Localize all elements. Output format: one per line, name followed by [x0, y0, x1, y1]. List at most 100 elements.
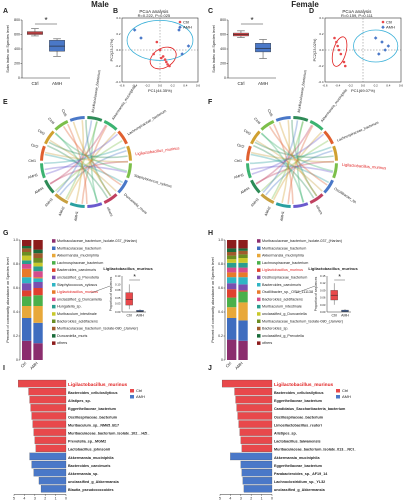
circos-segment: [117, 179, 128, 194]
circos-ribbon: [251, 133, 325, 175]
panel-letter-E: E: [3, 99, 8, 106]
y-axis-label: PC2(23.27%): [110, 38, 114, 62]
point-AMH: [377, 52, 381, 56]
circos-segment: [332, 163, 338, 179]
taxon-label: Ligilactobacillus_murinus: [342, 162, 387, 170]
inset-y-tick: 0.00: [115, 310, 121, 314]
legend-ctrl-swatch: [336, 389, 340, 393]
inset-title: Ligilactobacillus_murinus: [308, 266, 358, 271]
inset-sig-star: *: [338, 274, 341, 281]
stack-segment: [227, 259, 237, 263]
circos-ribbon: [62, 126, 122, 186]
circos-segment: [332, 145, 338, 161]
point-Ctrl: [155, 40, 159, 44]
lda-bar: [38, 477, 67, 485]
group-ellipse: [353, 29, 399, 63]
y-tick-label: -0.2: [115, 64, 121, 68]
stack-segment: [22, 240, 32, 246]
lda-bar: [29, 452, 67, 461]
lda-bar: [29, 396, 67, 404]
category-label: AMH: [258, 81, 268, 86]
circos-ribbon: [255, 160, 335, 185]
circos-ribbon: [85, 119, 112, 197]
legend-label: Muribaculaceae_bacterium_Isolate-037_(Ha…: [57, 239, 137, 243]
y-tick-label: 600: [220, 33, 226, 37]
y-tick-label: 0.6: [218, 286, 223, 290]
bar-label: Bacteroides_cellulosilyticus: [68, 391, 118, 395]
sig-star: *: [44, 16, 47, 25]
circos-segment: [260, 193, 275, 204]
legend-label: Muribaculaceae_bacterium: [57, 246, 101, 250]
y-tick-label: 0: [224, 76, 226, 80]
category-label: AMH: [234, 361, 244, 371]
circos-ribbon: [44, 165, 127, 174]
circos-ribbon: [72, 121, 112, 197]
sample-label: AMH3: [44, 198, 54, 208]
circos-ribbon: [291, 119, 318, 197]
legend-swatch: [257, 304, 261, 309]
inset-y-tick: 0.10: [115, 282, 121, 286]
sample-label: AMH2: [264, 206, 272, 217]
group-ellipse: [331, 36, 348, 67]
legend-label: others: [262, 341, 272, 345]
y-tick-label: 0.8: [218, 262, 223, 266]
circos-ribbon: [56, 120, 93, 194]
bar-label: unclassified_g_Akkermansia: [274, 488, 326, 492]
x-tick-label: 2: [44, 496, 46, 500]
inset-y-label: Proportion of sequences: [314, 276, 318, 311]
lda-bar: [221, 379, 273, 388]
point-Ctrl: [152, 52, 155, 56]
bar-label: Akkermansia_sp.: [68, 472, 98, 476]
legend-swatch: [257, 283, 261, 287]
inset-sig-star: *: [133, 274, 136, 281]
lda-bar: [32, 420, 67, 428]
taxon-label: others: [315, 205, 323, 216]
stack-segment: [227, 248, 237, 252]
circos-ribbon: [44, 153, 124, 184]
bar-label: Candidatus_Saccharibacteria_bacterium: [274, 407, 346, 411]
stack-segment: [22, 277, 32, 284]
taxon-label: Muribaculaceae_bacterium: [91, 70, 102, 113]
y-tick-label: 800: [14, 18, 20, 22]
stack-segment: [227, 255, 237, 260]
legend-swatch: [52, 326, 56, 331]
stack-segment: [227, 262, 237, 268]
taxon-label: Ligilactobacillus_murinus: [135, 145, 180, 156]
bar-label: Akkermansia_muciniphila: [68, 456, 114, 460]
panel-B: -0.6 -0.4 -0.2 0.0 0.2 0.4 0.6-0.4-0.20.00.20.…: [110, 9, 200, 93]
x-tick-label: 2: [250, 496, 252, 500]
category-label: Ctrl: [224, 361, 232, 369]
lda-bar: [238, 420, 273, 428]
legend-swatch: [52, 312, 56, 316]
stack-segment: [238, 240, 248, 249]
bar-label: Akkermansia_muciniphila: [274, 456, 320, 460]
panel-letter-I: I: [3, 365, 5, 372]
bar-label: Lactobacillus_johnsonii: [68, 448, 110, 452]
legend-swatch: [52, 319, 56, 323]
stack-segment: [227, 277, 237, 284]
stack-segment: [227, 272, 237, 278]
stack-segment: [238, 258, 248, 263]
x-tick-label: 0.2: [374, 84, 379, 88]
circos-ribbon: [255, 124, 313, 185]
circos-ribbon: [44, 151, 129, 163]
circos-segment: [103, 193, 118, 204]
y-tick-label: 0.4: [13, 310, 18, 314]
y-axis-label: Percent of community abundance on Specie…: [6, 257, 10, 342]
lda-bar: [237, 412, 273, 420]
stack-segment: [238, 272, 248, 278]
stack-segment: [227, 283, 237, 290]
circos-segment: [250, 130, 261, 145]
x-tick-label: 4: [23, 496, 25, 500]
x-tick-label: -0.4: [335, 84, 341, 88]
sample-label: Ctrl3: [243, 129, 252, 136]
circos-ribbon: [43, 146, 126, 165]
lda-bar: [235, 396, 273, 404]
circos-segment: [309, 120, 324, 131]
bar-label: Oscillospiraceae_bacterium: [274, 415, 324, 419]
x-tick-label: 5: [219, 496, 221, 500]
pcoa-stats: R=0.159, P=0.111: [341, 13, 374, 18]
panel-G: 0 0.2 0.4 0.6 0.8 1.0 Percent of community abu…: [6, 238, 153, 370]
circos-ribbon: [54, 140, 123, 192]
stack-segment: [238, 262, 248, 268]
